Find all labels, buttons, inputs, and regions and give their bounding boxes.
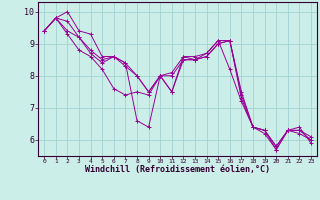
X-axis label: Windchill (Refroidissement éolien,°C): Windchill (Refroidissement éolien,°C) bbox=[85, 165, 270, 174]
